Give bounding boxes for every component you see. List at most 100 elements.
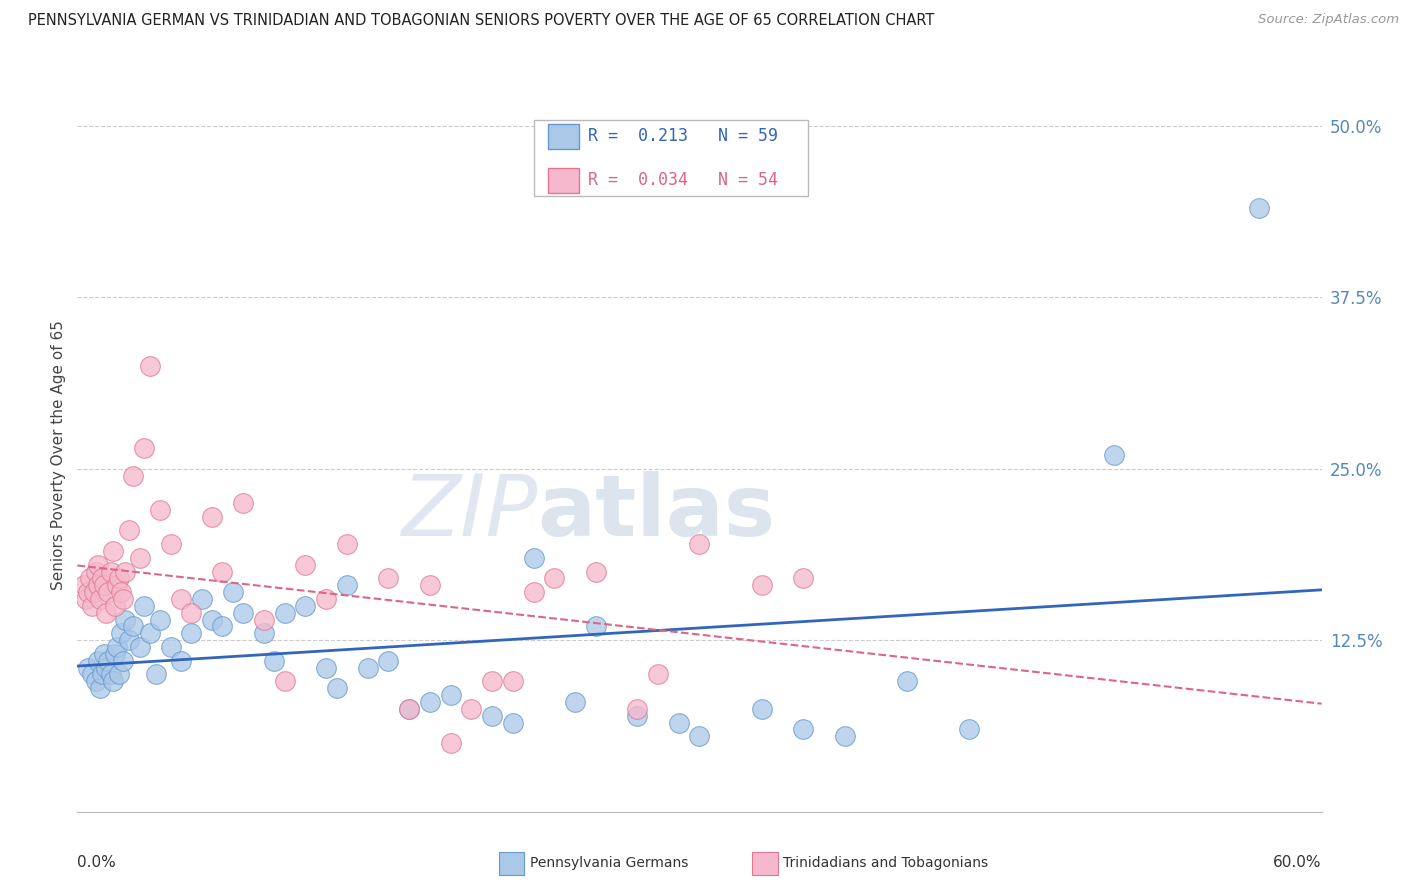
Point — [97, 654, 120, 668]
Point — [792, 723, 814, 737]
Point — [100, 667, 122, 681]
Point — [104, 599, 127, 613]
Point — [419, 578, 441, 592]
Point — [84, 674, 107, 689]
Point — [110, 585, 132, 599]
Point — [83, 585, 105, 599]
Point — [149, 613, 172, 627]
Point — [111, 592, 134, 607]
Point — [211, 619, 233, 633]
Point — [75, 592, 97, 607]
Point — [180, 626, 202, 640]
Point — [118, 524, 141, 538]
Point — [93, 578, 115, 592]
Point — [180, 606, 202, 620]
Point — [191, 592, 214, 607]
Point — [357, 660, 380, 674]
Point — [101, 544, 124, 558]
Point — [834, 729, 856, 743]
Point — [336, 537, 359, 551]
Point — [439, 736, 461, 750]
Point — [108, 571, 129, 585]
Point — [274, 606, 297, 620]
Point — [122, 468, 145, 483]
Point — [114, 565, 136, 579]
Text: R =  0.034   N = 54: R = 0.034 N = 54 — [588, 171, 778, 189]
Point — [294, 558, 316, 572]
Point — [253, 613, 276, 627]
Point — [585, 619, 607, 633]
Point — [398, 702, 420, 716]
Point — [647, 667, 669, 681]
Point — [111, 654, 134, 668]
Point — [419, 695, 441, 709]
Point — [132, 441, 155, 455]
Point — [159, 640, 181, 654]
Point — [145, 667, 167, 681]
Point — [232, 606, 254, 620]
Point — [96, 606, 118, 620]
Point — [315, 660, 337, 674]
Point — [79, 571, 101, 585]
Point — [751, 702, 773, 716]
Point — [253, 626, 276, 640]
Point — [100, 565, 122, 579]
Point — [76, 660, 98, 674]
Point — [139, 626, 162, 640]
Text: ZIP: ZIP — [402, 470, 537, 554]
Y-axis label: Seniors Poverty Over the Age of 65: Seniors Poverty Over the Age of 65 — [51, 320, 66, 590]
Point — [585, 565, 607, 579]
Point — [626, 702, 648, 716]
Point — [689, 537, 711, 551]
Point — [132, 599, 155, 613]
Point — [294, 599, 316, 613]
Text: atlas: atlas — [537, 470, 776, 554]
Point — [139, 359, 162, 373]
Text: Source: ZipAtlas.com: Source: ZipAtlas.com — [1258, 13, 1399, 27]
Point — [170, 654, 193, 668]
Point — [211, 565, 233, 579]
Point — [89, 681, 111, 696]
Point — [325, 681, 347, 696]
Point — [96, 660, 118, 674]
Text: Trinidadians and Tobagonians: Trinidadians and Tobagonians — [783, 856, 988, 871]
Point — [201, 613, 224, 627]
Point — [336, 578, 359, 592]
Point — [80, 667, 103, 681]
Point — [118, 633, 141, 648]
Point — [104, 647, 127, 661]
Text: 0.0%: 0.0% — [77, 855, 117, 870]
Point — [159, 537, 181, 551]
Point — [91, 571, 114, 585]
Point — [87, 654, 110, 668]
Point — [460, 702, 482, 716]
Point — [108, 667, 129, 681]
Text: PENNSYLVANIA GERMAN VS TRINIDADIAN AND TOBAGONIAN SENIORS POVERTY OVER THE AGE O: PENNSYLVANIA GERMAN VS TRINIDADIAN AND T… — [28, 13, 935, 29]
Point — [377, 654, 399, 668]
Point — [1104, 448, 1126, 462]
Point — [105, 640, 128, 654]
Point — [751, 578, 773, 592]
Point — [105, 578, 128, 592]
Point — [957, 723, 980, 737]
Point — [626, 708, 648, 723]
Point — [170, 592, 193, 607]
Point — [502, 674, 524, 689]
Point — [315, 592, 337, 607]
Point — [481, 708, 503, 723]
Point — [523, 550, 546, 565]
Point — [101, 674, 124, 689]
Point — [87, 578, 110, 592]
Text: 60.0%: 60.0% — [1274, 855, 1322, 870]
Point — [89, 592, 111, 607]
Point — [896, 674, 918, 689]
Point — [110, 626, 132, 640]
Point — [87, 558, 110, 572]
Point — [84, 565, 107, 579]
Point — [128, 550, 150, 565]
Text: R =  0.213   N = 59: R = 0.213 N = 59 — [588, 128, 778, 145]
Point — [97, 585, 120, 599]
Point — [222, 585, 245, 599]
Point — [398, 702, 420, 716]
Point — [1249, 201, 1271, 215]
